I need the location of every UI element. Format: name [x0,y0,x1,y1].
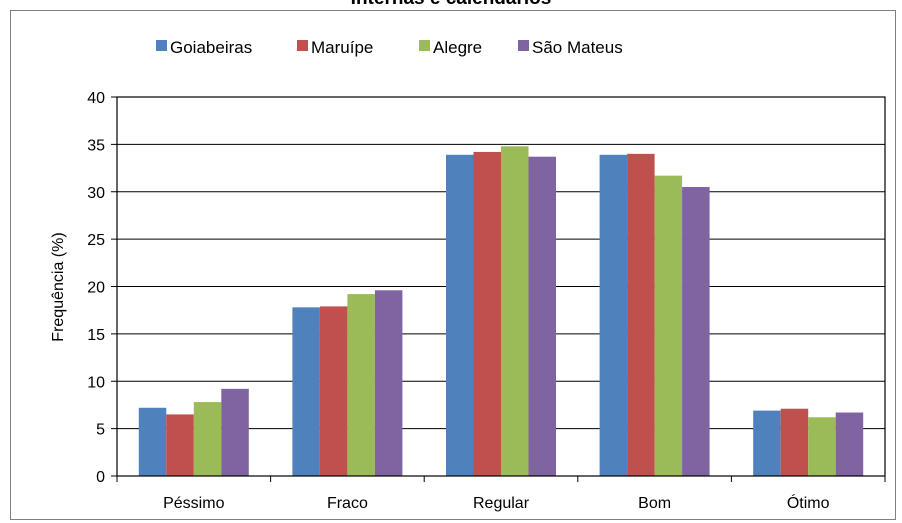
bar [753,410,781,476]
bar [654,175,683,476]
bar [528,156,556,476]
y-tick-label: 5 [96,422,105,439]
bar [627,153,655,476]
bar [138,407,167,476]
bar [374,290,403,476]
bars [138,146,864,477]
x-tick-label: Bom [638,495,671,512]
legend: Goiabeiras Maruípe Alegre São Mateus [156,38,623,57]
y-axis-label: Frequência (%) [50,232,67,341]
x-tick-label: Fraco [327,495,368,512]
axes: 0 5 10 15 20 25 30 35 40 Péssimo Fraco Regular Bom Ót… [87,90,886,512]
bar [446,154,474,477]
bar [682,187,710,476]
bar [221,388,249,476]
bar [599,154,628,477]
bar [835,412,864,476]
plot-area-border [116,96,886,477]
legend-swatch [518,40,529,51]
chart-title: Internas e calendários [0,0,902,10]
legend-label: São Mateus [532,38,623,57]
bar [347,294,375,476]
y-tick-label: 25 [87,232,105,249]
bar [193,402,222,476]
bar [166,414,194,476]
y-tick-label: 0 [96,469,105,486]
legend-label: Goiabeiras [170,38,252,57]
legend-label: Alegre [433,38,482,57]
legend-swatch [419,40,430,51]
bar [501,146,529,476]
y-tick-label: 40 [87,90,105,107]
y-tick-label: 15 [87,327,105,344]
bar [473,151,501,476]
bar [808,417,836,476]
y-tick-label: 20 [87,280,105,297]
legend-swatch [297,40,308,51]
y-tick-label: 35 [87,137,105,154]
y-tick-label: 30 [87,185,105,202]
bar [319,306,348,476]
x-tick-label: Regular [473,495,530,512]
x-tick-label: Ótimo [787,493,830,512]
x-tick-label: Péssimo [163,495,224,512]
bar [780,408,809,476]
legend-label: Maruípe [311,38,373,57]
y-tick-label: 10 [87,374,105,391]
bar [292,307,320,476]
legend-swatch [156,40,167,51]
